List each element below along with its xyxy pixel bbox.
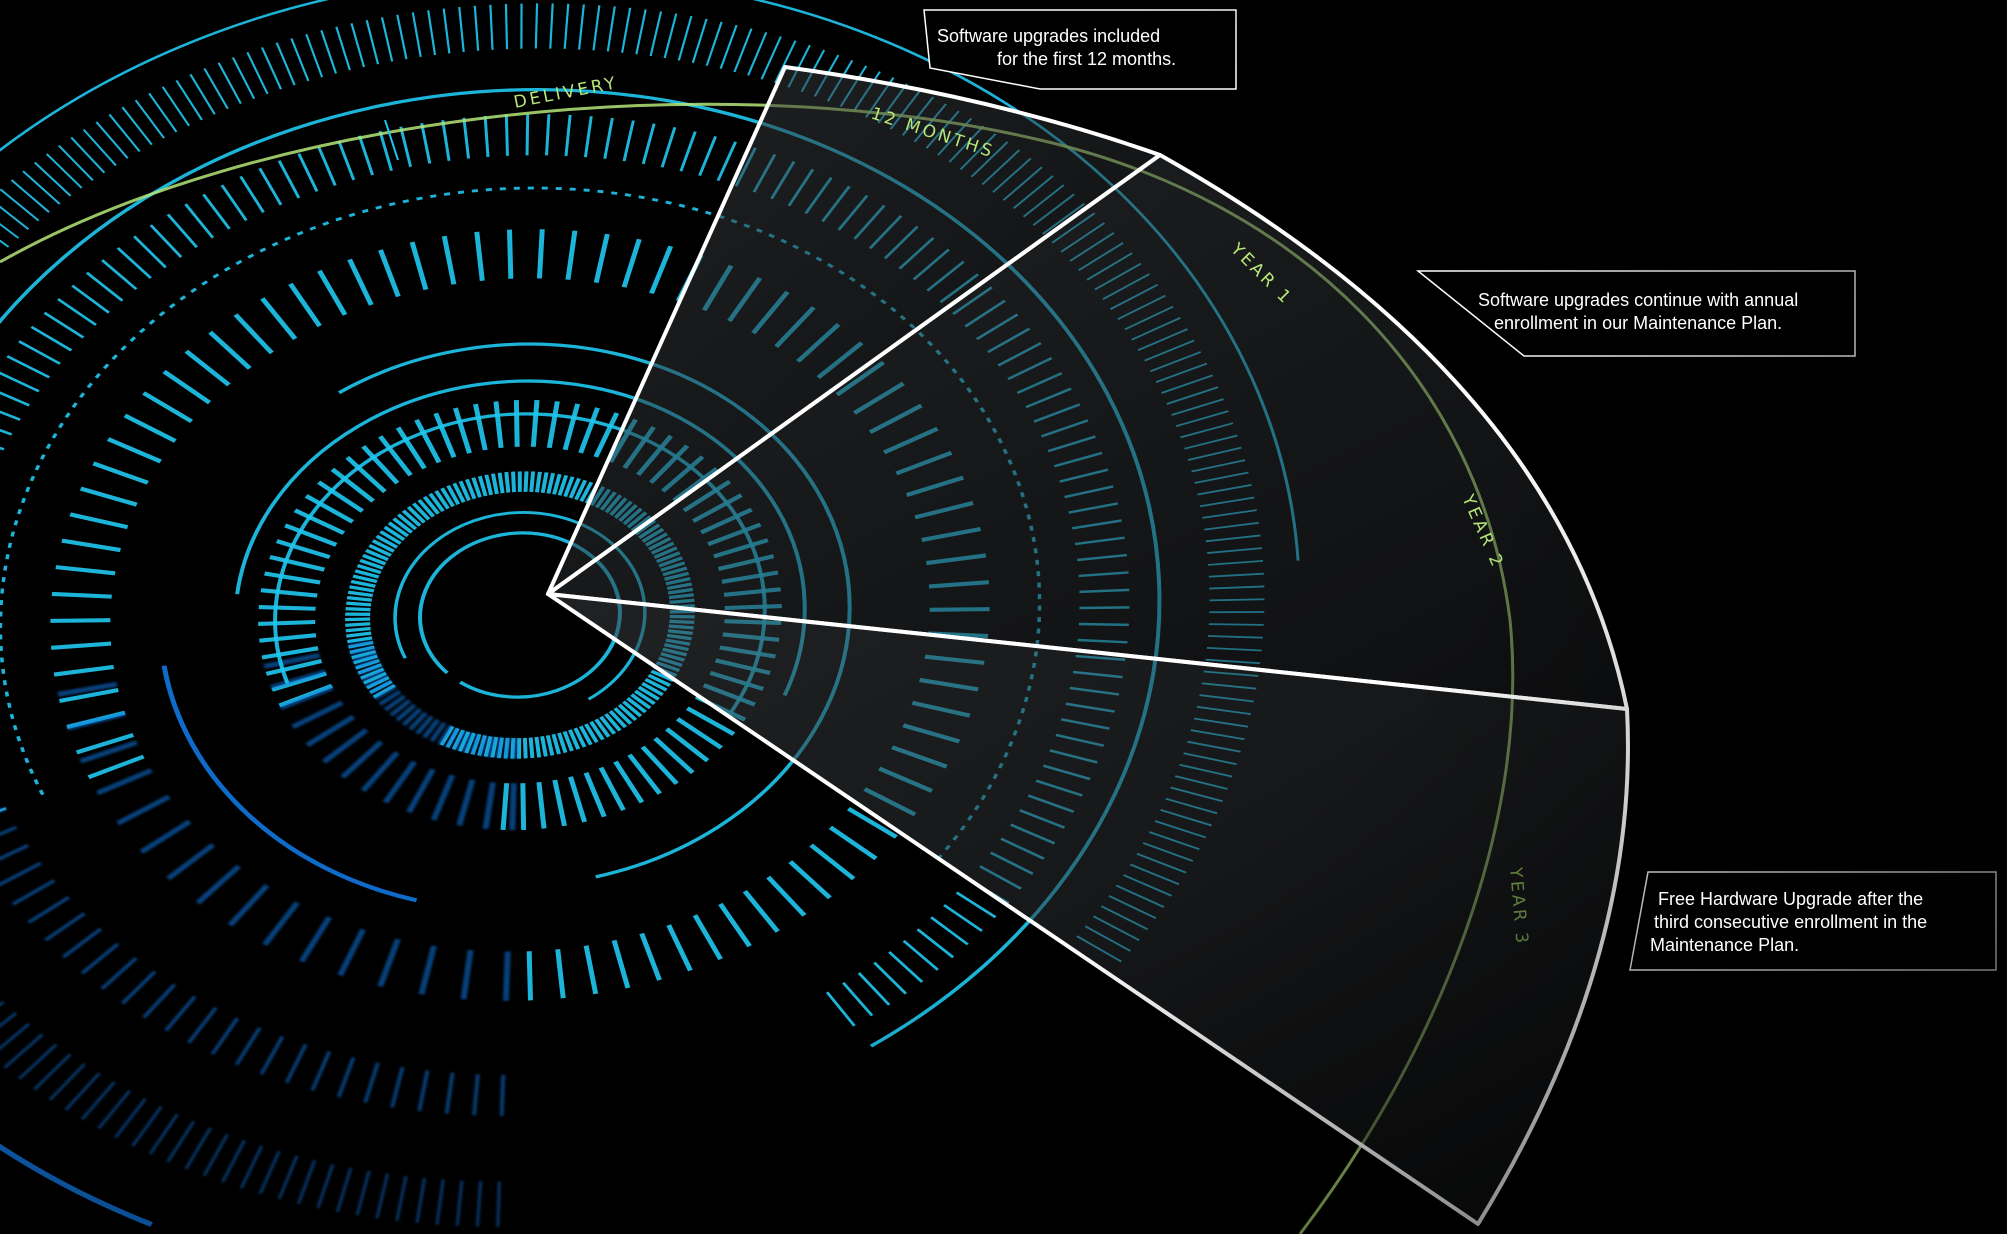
callout-hardware-upgrade: Free Hardware Upgrade after the third co… [1650, 888, 1927, 957]
callout-1-line-1: Software upgrades included [937, 26, 1161, 46]
callout-2-line-1: Software upgrades continue with annual [1478, 290, 1799, 310]
callout-software-first-year: Software upgrades included for the first… [937, 25, 1176, 71]
callout-1-line-2: for the first 12 months. [997, 49, 1177, 69]
callout-2-line-2: enrollment in our Maintenance Plan. [1494, 313, 1783, 333]
callout-3-line-1: Free Hardware Upgrade after the [1658, 889, 1924, 909]
callout-3-line-3: Maintenance Plan. [1650, 935, 1800, 955]
callout-3-line-2: third consecutive enrollment in the [1654, 912, 1928, 932]
callout-maintenance-plan: Software upgrades continue with annual e… [1478, 289, 1798, 335]
